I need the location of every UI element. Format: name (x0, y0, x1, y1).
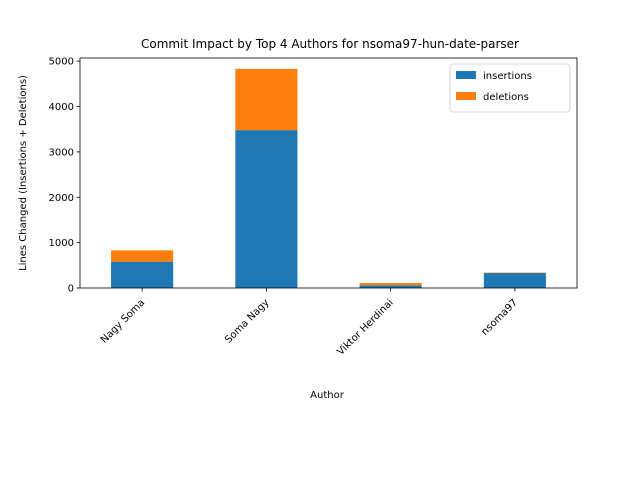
legend: insertions deletions (449, 63, 571, 113)
x-tick-label-3: nsoma97 (480, 297, 520, 337)
bar-deletions-1 (235, 68, 298, 131)
chart-title: Commit Impact by Top 4 Authors for nsoma… (141, 37, 519, 51)
legend-swatch-deletions (456, 92, 476, 100)
plot-frame (79, 57, 578, 289)
axes-layer (79, 57, 578, 289)
legend-box (449, 63, 571, 113)
bar-insertions-2 (359, 285, 422, 288)
legend-label-insertions: insertions (483, 71, 532, 82)
bar-insertions-1 (235, 130, 298, 288)
y-axis-label: Lines Changed (Insertions + Deletions) (18, 75, 29, 271)
y-tick-label-3: 3000 (49, 147, 74, 158)
y-tick-label-0: 0 (68, 284, 74, 295)
x-tick-label-2: Viktor Herdinai (335, 297, 395, 357)
y-tick-label-5: 5000 (49, 57, 74, 68)
y-tick-label-4: 4000 (49, 102, 74, 113)
bar-insertions-3 (483, 273, 546, 288)
bar-deletions-2 (359, 283, 422, 286)
legend-swatch-insertions (456, 71, 476, 79)
bars-layer (111, 68, 546, 288)
y-tick-label-2: 2000 (49, 193, 74, 204)
x-axis-label: Author (310, 390, 345, 401)
legend-label-deletions: deletions (483, 92, 529, 103)
x-tick-label-0: Nagy Soma (99, 297, 147, 345)
x-tick-label-1: Soma Nagy (223, 297, 271, 345)
bar-insertions-0 (111, 261, 174, 288)
bar-deletions-0 (111, 250, 174, 262)
y-tick-label-1: 1000 (49, 238, 74, 249)
